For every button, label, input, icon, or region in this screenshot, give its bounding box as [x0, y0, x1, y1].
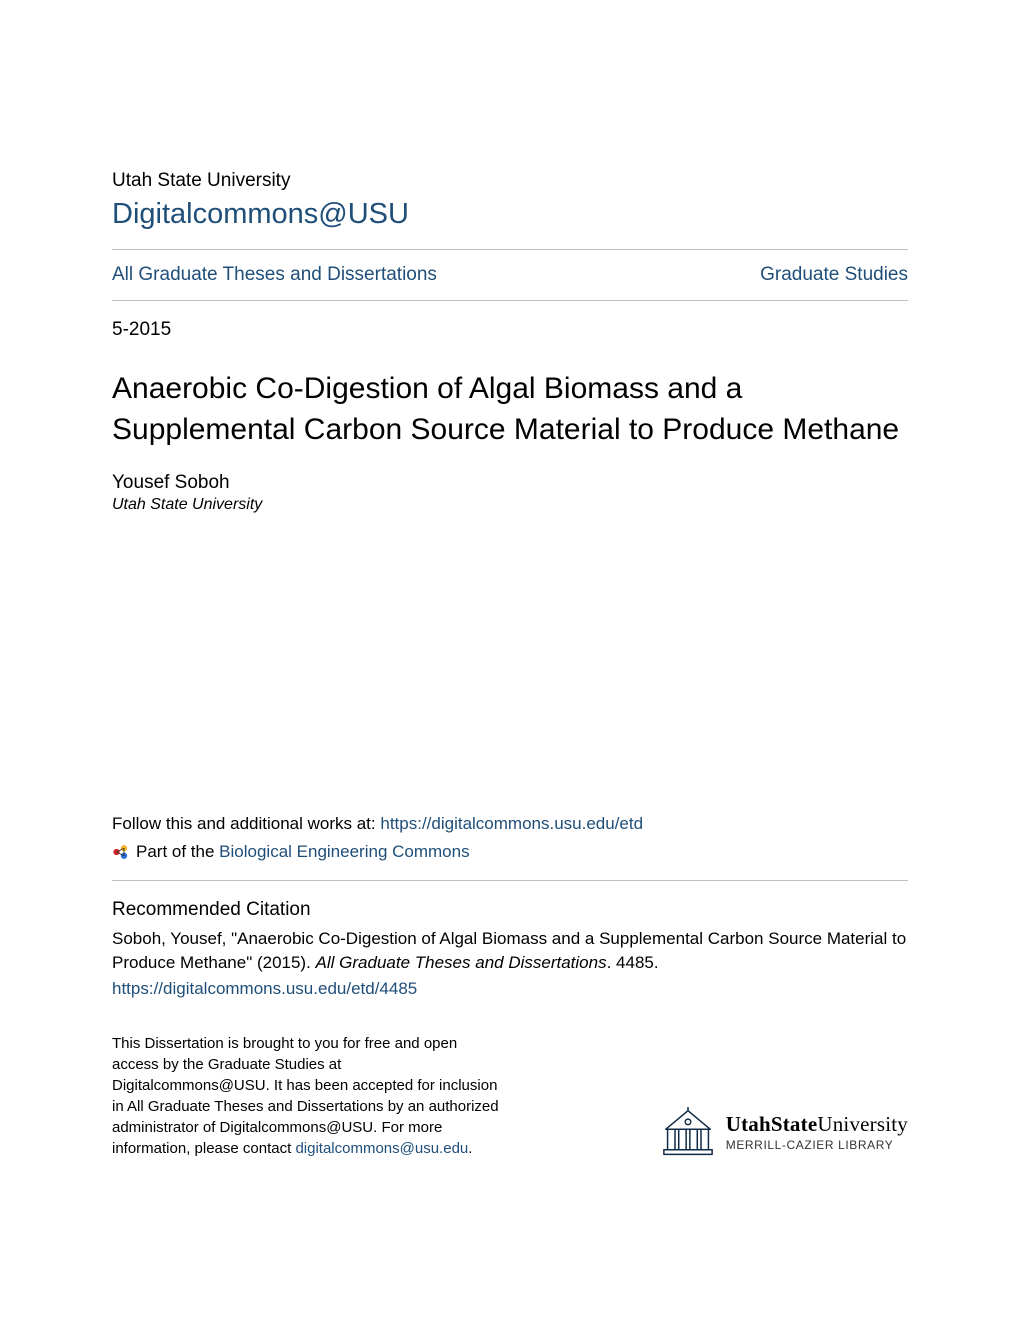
- access-body: This Dissertation is brought to you for …: [112, 1035, 499, 1157]
- citation-series: All Graduate Theses and Dissertations: [316, 953, 607, 972]
- nav-link-graduate-studies[interactable]: Graduate Studies: [760, 264, 908, 286]
- citation-link[interactable]: https://digitalcommons.usu.edu/etd/4485: [112, 979, 908, 999]
- logo-univ-bold: UtahState: [726, 1112, 818, 1136]
- author-affiliation: Utah State University: [112, 496, 908, 514]
- publication-date: 5-2015: [112, 319, 908, 341]
- network-icon: [112, 843, 130, 861]
- partof-line: Part of the Biological Engineering Commo…: [112, 842, 908, 862]
- institution-name: Utah State University: [112, 170, 908, 192]
- nav-link-theses[interactable]: All Graduate Theses and Dissertations: [112, 264, 437, 286]
- divider-citation: [112, 880, 908, 881]
- author-name: Yousef Soboh: [112, 472, 908, 494]
- logo-university-line: UtahStateUniversity: [726, 1113, 908, 1136]
- citation-post: . 4485.: [607, 953, 659, 972]
- institution-logo: UtahStateUniversity MERRILL-CAZIER LIBRA…: [660, 1107, 908, 1159]
- citation-heading: Recommended Citation: [112, 899, 908, 921]
- access-statement: This Dissertation is brought to you for …: [112, 1033, 502, 1159]
- repository-link[interactable]: Digitalcommons@USU: [112, 198, 908, 231]
- partof-link[interactable]: Biological Engineering Commons: [219, 842, 469, 861]
- logo-univ-light: University: [817, 1112, 908, 1136]
- follow-prefix: Follow this and additional works at:: [112, 814, 380, 833]
- follow-line: Follow this and additional works at: htt…: [112, 814, 908, 834]
- nav-row: All Graduate Theses and Dissertations Gr…: [112, 250, 908, 300]
- divider-bottom: [112, 300, 908, 301]
- follow-link[interactable]: https://digitalcommons.usu.edu/etd: [380, 814, 643, 833]
- paper-title: Anaerobic Co-Digestion of Algal Biomass …: [112, 369, 908, 450]
- logo-library-line: MERRILL-CAZIER LIBRARY: [726, 1139, 908, 1152]
- contact-email-link[interactable]: digitalcommons@usu.edu: [295, 1140, 468, 1157]
- access-suffix: .: [468, 1140, 472, 1157]
- citation-body: Soboh, Yousef, "Anaerobic Co-Digestion o…: [112, 927, 908, 975]
- building-icon: [660, 1107, 716, 1159]
- spacer: [112, 514, 908, 814]
- bottom-row: This Dissertation is brought to you for …: [112, 1033, 908, 1159]
- logo-text: UtahStateUniversity MERRILL-CAZIER LIBRA…: [726, 1113, 908, 1151]
- partof-prefix: Part of the: [136, 842, 219, 861]
